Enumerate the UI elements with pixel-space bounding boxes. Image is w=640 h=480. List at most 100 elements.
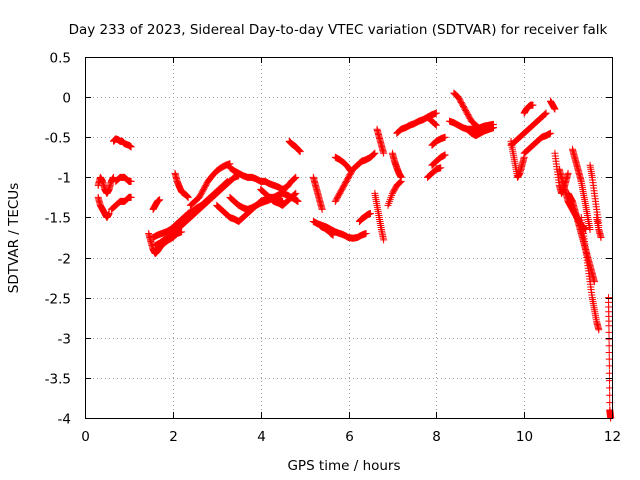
y-axis-label: SDTVAR / TECUs [6,183,22,293]
data-point [291,190,299,198]
data-point [605,328,613,336]
data-series-segment [424,164,445,181]
x-tick-label: 8 [432,429,441,445]
data-point [347,167,355,175]
data-point [432,109,440,117]
data-series-segment [428,151,449,169]
data-series-segment [424,113,440,129]
y-tick-label: 0.5 [50,51,71,67]
y-tick-label: -1 [58,171,71,187]
data-point [380,236,388,244]
y-tick-label: 0 [62,91,71,107]
data-series-segment [149,196,164,213]
data-series-segment [507,137,528,181]
data-series-segment [388,149,405,181]
data-series-segment [371,189,388,244]
data-series-segment [285,137,304,156]
data-series-segment [463,124,497,140]
data-point [597,234,605,241]
y-tick-label: -2 [58,252,71,268]
data-point [156,196,164,204]
data-point [541,110,549,118]
data-series-segment [355,209,374,225]
axis-ticks: 0 2 4 6 8 10 12 0.5 0 -0.5 -1 -1.5 -2 -2.5 -3 -3.5 -4 [45,51,621,446]
data-series-segment [316,221,337,239]
data-series-segment [373,125,388,157]
data-point [366,209,374,217]
data-point [432,121,440,129]
data-series-segment [507,109,550,149]
data-point [606,391,614,399]
data-point [432,121,440,129]
data-series-segment [171,169,192,201]
data-point [290,191,298,199]
data-series-segment [604,294,615,422]
data-point [605,348,613,356]
data-series-segment [151,172,243,250]
data-point [380,149,388,157]
x-axis-label: GPS time / hours [287,458,400,474]
y-tick-label: -3 [58,332,71,348]
y-tick-label: -0.5 [45,131,71,147]
data-series-segment [110,135,135,151]
data-point [551,105,559,113]
data-series-segment [309,173,326,213]
data-point [110,173,118,181]
data-point [127,177,135,185]
data-point [547,129,555,137]
data-point [606,384,614,392]
data-point [605,335,613,343]
data-series-segment [384,177,405,209]
data-point [296,148,304,156]
data-point [595,326,603,334]
data-point [605,369,613,377]
data-point [105,209,113,217]
data-points [94,89,615,422]
y-tick-label: -2.5 [45,292,71,308]
chart-title: Day 233 of 2023, Sidereal Day-to-day VTE… [69,22,608,38]
x-tick-label: 4 [257,429,266,445]
data-series-segment [428,133,449,149]
data-series-segment [107,193,135,213]
data-point [290,175,298,183]
data-point [127,143,135,151]
data-series-segment [520,129,555,157]
data-point [541,110,549,118]
x-tick-label: 12 [604,429,621,445]
data-point [529,101,537,109]
data-series-segment [112,173,135,185]
data-point [291,174,299,182]
data-point [489,124,497,132]
data-series-segment [94,193,113,221]
data-series-segment [520,101,537,117]
data-point [605,355,613,363]
data-series-segment [94,173,118,197]
data-point [127,193,135,201]
y-tick-label: -3.5 [45,372,71,388]
x-tick-label: 2 [169,429,178,445]
data-point [318,205,326,213]
data-point [369,151,377,159]
data-point [370,150,378,158]
data-series-segment [547,97,559,113]
data-series-segment [568,145,594,233]
data-point [362,229,370,237]
data-point [431,120,439,128]
data-point [371,149,379,157]
data-series-segment [353,149,379,169]
data-point [605,322,613,330]
data-point [605,362,613,370]
data-point [329,231,337,239]
y-tick-label: -1.5 [45,211,71,227]
data-point [605,342,613,350]
data-point [542,109,550,117]
y-tick-label: -4 [58,412,71,428]
data-series-segment [226,164,300,193]
data-point [441,133,449,141]
data-point [396,179,404,187]
data-point [294,197,302,205]
x-tick-label: 0 [81,429,90,445]
data-series-segment [331,153,355,175]
data-point [441,151,449,159]
x-tick-label: 10 [516,429,533,445]
